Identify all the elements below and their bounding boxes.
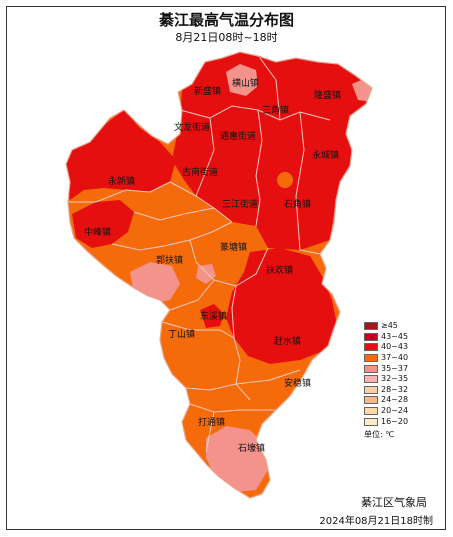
place-label: 三角镇 xyxy=(262,104,289,116)
place-label: 扶欢镇 xyxy=(266,264,293,276)
legend-item: 20~24 xyxy=(364,406,424,417)
legend-swatch xyxy=(364,375,378,384)
legend-label: ≥45 xyxy=(381,321,398,331)
zone-35-37-guofu-east xyxy=(196,264,216,284)
legend-swatch xyxy=(364,385,378,394)
place-label: 石壕镇 xyxy=(238,442,265,454)
legend-item: 24~28 xyxy=(364,395,424,406)
legend-label: 43~45 xyxy=(381,331,409,341)
map-title: 綦江最高气温分布图 xyxy=(158,11,294,29)
legend-label: 32~35 xyxy=(381,374,409,384)
legend-swatch xyxy=(364,396,378,405)
legend-swatch xyxy=(364,364,378,373)
place-label: 丁山镇 xyxy=(168,328,195,340)
legend-item: 43~45 xyxy=(364,332,424,343)
place-label: 永城镇 xyxy=(312,149,339,161)
temperature-zones xyxy=(66,52,372,492)
zone-40-43-zhongfeng xyxy=(72,200,134,248)
zone-40-43-northeast xyxy=(172,52,372,250)
place-label: 永新镇 xyxy=(108,175,135,187)
legend-swatch xyxy=(364,354,378,363)
zone-37-40-spot xyxy=(277,172,293,188)
agency-label: 綦江区气象局 xyxy=(361,496,427,509)
legend-item: 28~32 xyxy=(364,385,424,396)
issued-time-label: 2024年08月21日18时制 xyxy=(319,516,433,527)
place-label: 通惠街道 xyxy=(220,130,256,142)
legend-label: 28~32 xyxy=(381,384,409,394)
place-label: 三江街道 xyxy=(222,198,258,210)
legend-label: 37~40 xyxy=(381,353,409,363)
zone-40-43-west xyxy=(66,110,176,200)
legend-swatch xyxy=(364,332,378,341)
legend-item: 35~37 xyxy=(364,363,424,374)
legend-unit-label: 单位: ℃ xyxy=(364,429,395,439)
map-subtitle: 8月21日08时~18时 xyxy=(175,31,278,44)
legend-swatch xyxy=(364,407,378,416)
place-label: 文龙街道 xyxy=(174,121,210,133)
place-label: 中峰镇 xyxy=(84,226,111,238)
place-label: 篆塘镇 xyxy=(220,241,247,253)
place-label: 郭扶镇 xyxy=(156,254,183,266)
place-label: 赶水镇 xyxy=(274,335,301,347)
place-label: 石角镇 xyxy=(284,198,311,210)
zone-35-37-hengshan xyxy=(226,64,258,96)
legend-label: 40~43 xyxy=(381,342,409,352)
legend-item: 32~35 xyxy=(364,374,424,385)
legend-item: ≥45 xyxy=(364,321,424,332)
legend-label: 16~20 xyxy=(381,416,409,426)
zone-35-37-shihao xyxy=(206,426,268,492)
legend-swatch xyxy=(364,343,378,352)
place-label: 东溪镇 xyxy=(200,310,227,322)
legend-item: 40~43 xyxy=(364,342,424,353)
legend-item: 16~20 xyxy=(364,416,424,427)
legend-label: 24~28 xyxy=(381,395,409,405)
place-label: 打通镇 xyxy=(198,416,225,428)
place-label: 横山镇 xyxy=(232,77,259,89)
place-label: 安稳镇 xyxy=(284,377,311,389)
place-label: 新盛镇 xyxy=(194,85,221,97)
legend-swatch xyxy=(364,417,378,426)
place-labels: 横山镇 新盛镇 隆盛镇 三角镇 文龙街道 通惠街道 永城镇 古南街道 永新镇 三… xyxy=(84,77,341,454)
zone-40-43-dongxi xyxy=(200,304,224,328)
township-boundaries xyxy=(68,57,331,453)
place-label: 隆盛镇 xyxy=(314,89,341,101)
legend-label: 20~24 xyxy=(381,406,409,416)
legend-swatch xyxy=(364,322,378,331)
legend-label: 35~37 xyxy=(381,363,409,373)
place-label: 古南街道 xyxy=(182,166,218,178)
legend-item: 37~40 xyxy=(364,353,424,364)
temperature-legend: ≥45 43~45 40~43 37~40 35~37 32~35 28~32 24~28 20… xyxy=(364,321,424,440)
zone-40-43-south xyxy=(226,248,338,364)
